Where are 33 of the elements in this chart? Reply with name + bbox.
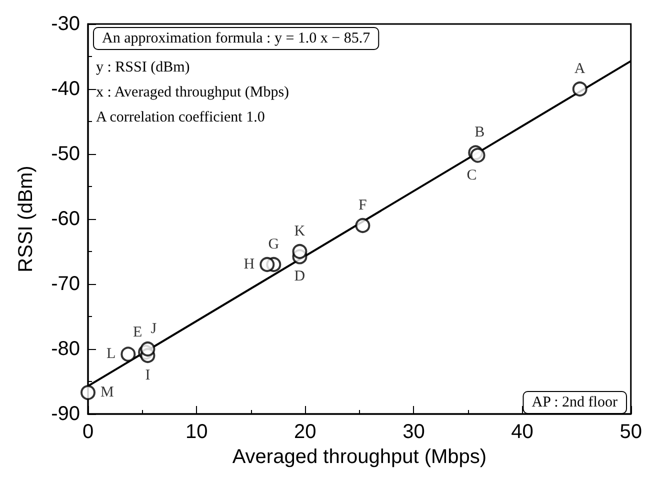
data-label: G	[268, 236, 280, 252]
data-label: I	[145, 368, 150, 384]
y-tick-label: -40	[51, 78, 80, 100]
x-tick-label: 50	[620, 421, 642, 443]
y-tick-label: -70	[51, 273, 80, 295]
y-tick-label: -80	[51, 338, 80, 360]
annotation: A correlation coefficient 1.0	[96, 110, 265, 126]
x-axis-title: Averaged throughput (Mbps)	[232, 446, 487, 468]
y-tick-label: -60	[51, 208, 80, 230]
data-label: D	[294, 268, 306, 285]
annotation: An approximation formula : y = 1.0 x − 85.7	[102, 30, 371, 46]
y-axis-title: RSSI (dBm)	[15, 166, 37, 272]
annotation: y : RSSI (dBm)	[96, 60, 190, 76]
data-label: C	[466, 167, 477, 184]
data-label: K	[294, 224, 306, 240]
y-tick-label: -90	[51, 403, 80, 425]
y-tick-label: -50	[51, 143, 80, 165]
data-label: F	[358, 198, 367, 214]
data-label: L	[106, 346, 116, 362]
x-tick-label: 30	[402, 421, 425, 443]
data-label: E	[132, 324, 142, 340]
data-label: B	[474, 124, 485, 141]
x-tick-label: 20	[294, 421, 316, 443]
annotation: x : Averaged throughput (Mbps)	[96, 84, 290, 100]
x-tick-label: 0	[82, 421, 94, 443]
y-tick-label: -30	[51, 13, 80, 35]
x-tick-label: 10	[185, 421, 208, 443]
data-label: H	[244, 256, 255, 272]
annotation: AP : 2nd floor	[532, 394, 618, 410]
x-tick-label: 40	[511, 421, 534, 443]
data-label: A	[574, 61, 586, 77]
data-label: J	[150, 321, 157, 337]
data-label: M	[100, 384, 114, 401]
